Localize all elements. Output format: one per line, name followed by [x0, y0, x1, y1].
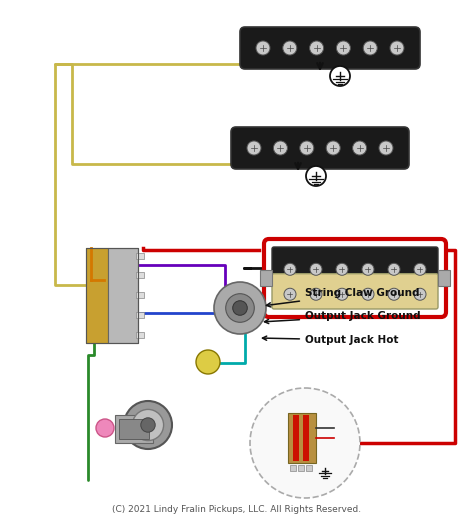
Circle shape: [362, 263, 374, 275]
Bar: [136, 272, 144, 278]
Bar: [108, 248, 138, 343]
Circle shape: [132, 409, 164, 441]
Bar: [136, 292, 144, 298]
Bar: [303, 415, 309, 461]
Bar: [86, 248, 108, 343]
Text: (C) 2021 Lindy Fralin Pickups, LLC. All Rights Reserved.: (C) 2021 Lindy Fralin Pickups, LLC. All …: [112, 506, 362, 514]
Circle shape: [310, 263, 322, 275]
Circle shape: [306, 166, 326, 186]
Circle shape: [337, 41, 350, 55]
Circle shape: [226, 294, 254, 322]
Text: String Claw Ground: String Claw Ground: [266, 288, 419, 307]
Circle shape: [363, 41, 377, 55]
Bar: [438, 270, 450, 286]
Bar: [290, 465, 296, 471]
FancyBboxPatch shape: [240, 27, 420, 69]
Circle shape: [300, 141, 314, 155]
Circle shape: [196, 350, 220, 374]
Circle shape: [317, 463, 333, 479]
Text: Output Jack Ground: Output Jack Ground: [264, 311, 420, 323]
Bar: [293, 415, 299, 461]
Circle shape: [336, 288, 348, 300]
Text: Output Jack Hot: Output Jack Hot: [263, 335, 399, 345]
Circle shape: [326, 141, 340, 155]
Circle shape: [388, 263, 400, 275]
Circle shape: [388, 288, 400, 300]
Circle shape: [233, 301, 247, 315]
Bar: [136, 332, 144, 337]
Circle shape: [379, 141, 393, 155]
Bar: [136, 312, 144, 318]
Bar: [306, 465, 312, 471]
Circle shape: [283, 41, 297, 55]
Circle shape: [310, 288, 322, 300]
Circle shape: [310, 41, 324, 55]
FancyBboxPatch shape: [231, 127, 409, 169]
Bar: [288, 413, 316, 463]
FancyBboxPatch shape: [272, 247, 438, 278]
Circle shape: [336, 263, 348, 275]
Circle shape: [273, 141, 287, 155]
Circle shape: [256, 41, 270, 55]
Circle shape: [247, 141, 261, 155]
Circle shape: [284, 263, 296, 275]
Circle shape: [362, 288, 374, 300]
Bar: [86, 248, 138, 343]
Circle shape: [330, 66, 350, 86]
Circle shape: [214, 282, 266, 334]
Circle shape: [414, 288, 426, 300]
FancyBboxPatch shape: [272, 274, 438, 309]
Bar: [260, 270, 272, 286]
Circle shape: [284, 288, 296, 300]
Bar: [115, 415, 153, 443]
Bar: [119, 419, 149, 439]
Bar: [298, 465, 304, 471]
Circle shape: [96, 419, 114, 437]
Circle shape: [141, 418, 155, 432]
Circle shape: [414, 263, 426, 275]
Circle shape: [124, 401, 172, 449]
Circle shape: [390, 41, 404, 55]
Circle shape: [353, 141, 366, 155]
Circle shape: [250, 388, 360, 498]
Bar: [136, 253, 144, 258]
